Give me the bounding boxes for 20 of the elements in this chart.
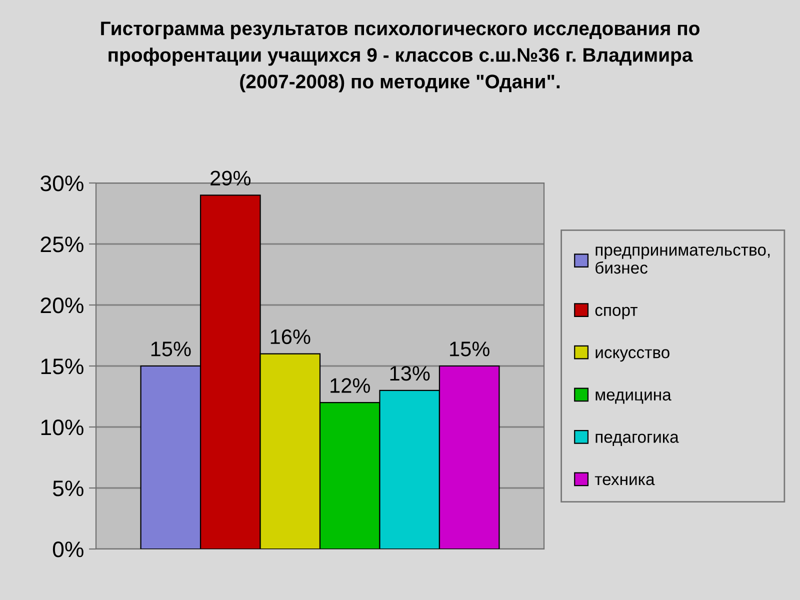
chart-title: Гистограмма результатов психологического исследования по профорентации учащихся 9 - классов с.ш.№36 г. Владимира (2007-2008) по методике "Одани".	[101, 22, 700, 92]
legend-label: спорт	[595, 306, 638, 320]
y-tick-label: 0%	[52, 542, 84, 558]
legend-label: педагогика	[596, 434, 679, 446]
data-label: 15%	[151, 342, 191, 356]
data-label: 16%	[270, 329, 310, 344]
data-label: 15%	[450, 342, 490, 356]
legend-label: предпринимательство, бизнес	[596, 246, 770, 274]
data-label: 12%	[330, 378, 370, 393]
y-tick-label: 15%	[41, 358, 84, 374]
y-tick-label: 10%	[41, 420, 84, 436]
legend-label: медицина	[596, 391, 672, 404]
y-tick-label: 25%	[40, 236, 84, 252]
data-label: 29%	[210, 170, 251, 186]
data-label: 13%	[390, 366, 430, 381]
y-tick-label: 20%	[40, 298, 84, 314]
y-tick-label: 5%	[52, 480, 84, 496]
legend-label: техника	[594, 476, 655, 486]
y-tick-label: 30%	[40, 176, 84, 192]
legend-label: искусство	[596, 349, 670, 362]
